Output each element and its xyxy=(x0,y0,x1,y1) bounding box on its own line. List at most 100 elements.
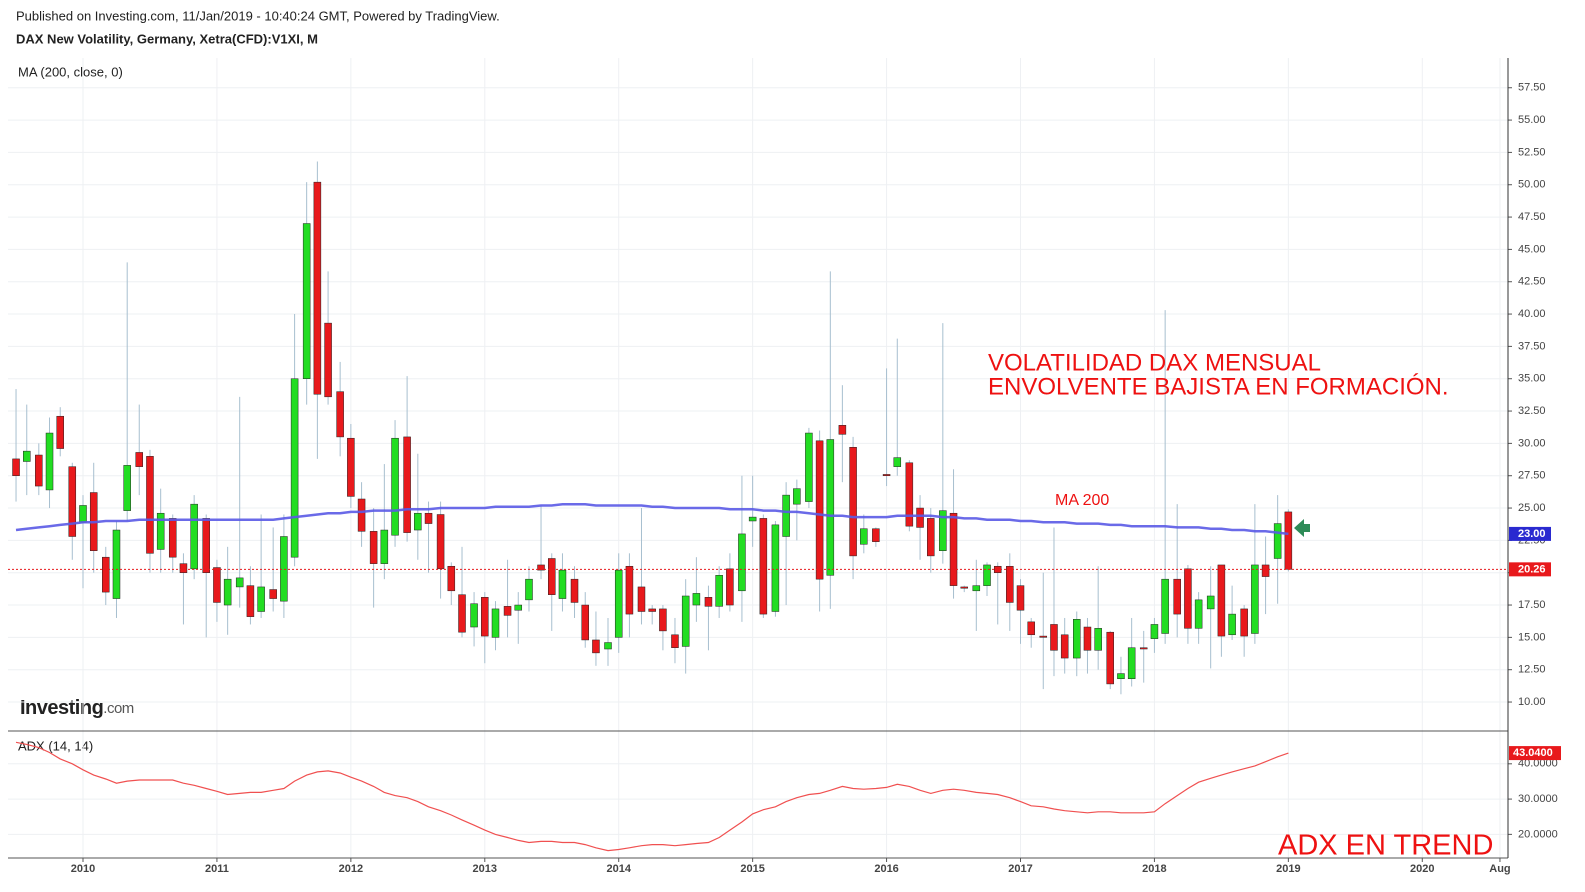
y-tick-label: 50.00 xyxy=(1518,179,1546,191)
candle-body xyxy=(692,593,701,606)
marks xyxy=(12,161,1293,695)
candle-body xyxy=(156,512,165,550)
y-tick-label: 32.50 xyxy=(1518,405,1546,417)
candle-body xyxy=(12,458,20,476)
candle-body xyxy=(514,604,523,611)
candle-body xyxy=(1094,628,1102,651)
ma-tag-label: 23.00 xyxy=(1518,528,1546,540)
y-tick-label: 27.50 xyxy=(1518,470,1546,482)
adx-tag-label: 43.0400 xyxy=(1513,747,1553,759)
candle-body xyxy=(704,597,713,607)
x-tick-label: 2013 xyxy=(473,863,497,875)
candle-body xyxy=(35,454,43,487)
candle-body xyxy=(336,391,344,438)
candle-body xyxy=(369,531,378,564)
candle-body xyxy=(659,608,667,632)
candle-body xyxy=(424,512,433,524)
x-tick-label: 2019 xyxy=(1276,863,1300,875)
last-price-label: 20.26 xyxy=(1518,563,1546,575)
adx-legend: ADX (14, 14) xyxy=(18,738,93,753)
candle-body xyxy=(826,439,835,576)
y-tick-label: 45.00 xyxy=(1518,243,1546,255)
candle-body xyxy=(1206,595,1215,610)
candle-body xyxy=(983,564,991,586)
candle-body xyxy=(581,604,589,641)
candle-body xyxy=(1217,564,1226,637)
x-tick-label: Aug xyxy=(1489,863,1510,875)
candle-body xyxy=(927,518,935,557)
x-tick-label: 2015 xyxy=(740,863,764,875)
overlay: 20.26 23.00 43.0400 VOLATILIDAD DAX MENSUAL… xyxy=(8,349,1561,858)
arrow-icon xyxy=(1294,519,1310,537)
candle-body xyxy=(592,639,600,654)
candle-body xyxy=(414,512,422,531)
y-tick-label: 25.00 xyxy=(1518,502,1546,514)
logo-main: Investing xyxy=(20,697,103,719)
candle-body xyxy=(1106,631,1114,685)
candle-body xyxy=(447,565,456,592)
y-tick-label: 57.50 xyxy=(1518,82,1546,94)
candle-body xyxy=(1073,619,1081,659)
x-tick-label: 2010 xyxy=(71,863,95,875)
candle-body xyxy=(257,586,265,612)
chart-title: DAX New Volatility, Germany, Xetra(CFD):… xyxy=(16,31,318,46)
y-tick-label: 40.00 xyxy=(1518,308,1546,320)
candle-body xyxy=(269,589,277,599)
candle-body xyxy=(872,528,880,542)
candle-body xyxy=(470,603,478,628)
candle-body xyxy=(782,494,790,537)
candle-body xyxy=(235,577,244,588)
candle-body xyxy=(302,223,311,379)
x-tick-label: 2014 xyxy=(606,863,631,875)
candle-body xyxy=(481,597,489,637)
candle-body xyxy=(1050,624,1058,651)
candle-body xyxy=(168,518,177,558)
published-note: Published on Investing.com, 11/Jan/2019 … xyxy=(16,8,500,23)
candle-body xyxy=(1039,635,1048,638)
candle-body xyxy=(671,634,679,648)
candle-body xyxy=(56,415,64,449)
candle-body xyxy=(972,585,981,592)
logo-suffix: .com xyxy=(103,700,134,717)
y-tick-label: 42.50 xyxy=(1518,276,1546,288)
y-tick-label: 17.50 xyxy=(1518,599,1546,611)
candle-body xyxy=(380,529,389,564)
candle-body xyxy=(838,425,847,435)
candle-body xyxy=(357,498,366,532)
y-tick-label: 30.00 xyxy=(1518,437,1546,449)
candle-body xyxy=(1251,564,1259,634)
candle-body xyxy=(313,181,322,395)
candle-body xyxy=(280,536,288,602)
adx-y-tick-label: 30.0000 xyxy=(1518,793,1558,805)
candle-body xyxy=(537,564,545,571)
y-tick-label: 37.50 xyxy=(1518,340,1546,352)
candle-body xyxy=(726,568,734,606)
candle-body xyxy=(1194,599,1203,629)
candle-body xyxy=(748,516,757,522)
candle-body xyxy=(45,432,54,491)
candle-body xyxy=(246,585,255,617)
candle-body xyxy=(102,556,110,593)
ma-tag xyxy=(1509,526,1551,541)
candle-body xyxy=(570,578,579,603)
candle-body xyxy=(916,507,924,528)
candle-body xyxy=(1083,626,1092,651)
candle-body xyxy=(23,450,31,462)
ma-legend: MA (200, close, 0) xyxy=(18,64,123,79)
y-tick-label: 12.50 xyxy=(1518,664,1546,676)
candle-body xyxy=(715,575,723,607)
candle-body xyxy=(1060,634,1069,659)
y-tick-label: 55.00 xyxy=(1518,114,1546,126)
candle-body xyxy=(68,466,77,537)
candle-body xyxy=(625,565,634,615)
x-tick-label: 2018 xyxy=(1142,863,1166,875)
candle-body xyxy=(893,457,902,467)
y-tick-label: 35.00 xyxy=(1518,373,1546,385)
candle-body xyxy=(135,452,143,467)
x-tick-label: 2016 xyxy=(874,863,898,875)
candle-body xyxy=(1016,585,1025,611)
candle-body xyxy=(1127,647,1136,680)
candle-body xyxy=(525,578,533,601)
